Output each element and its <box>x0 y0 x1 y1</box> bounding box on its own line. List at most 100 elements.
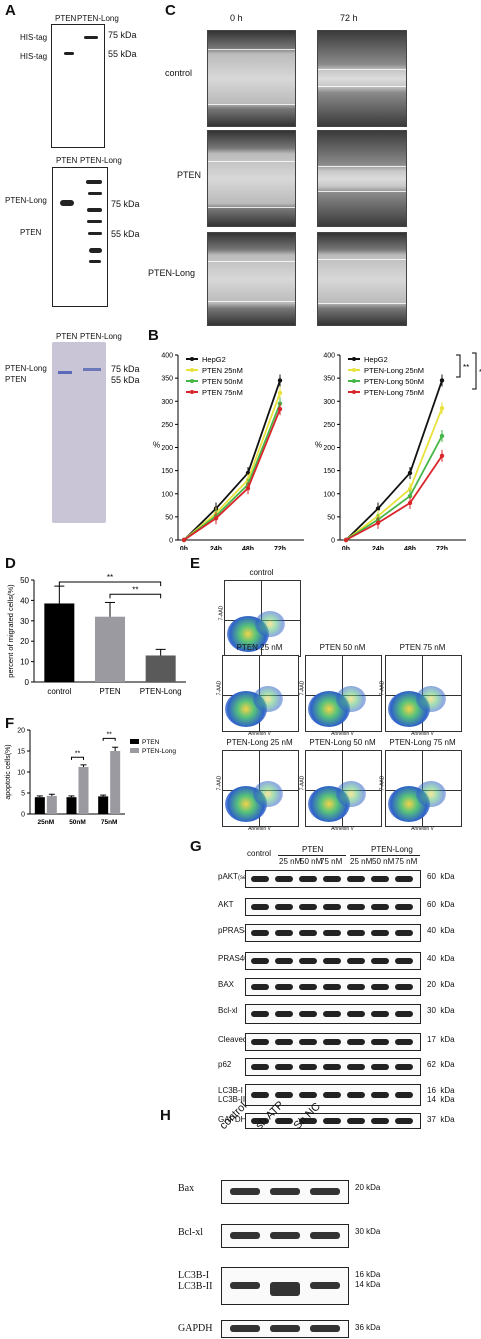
micrograph-control-0h <box>207 30 296 127</box>
y-tick-label: 250 <box>323 422 335 429</box>
gel-label-pten-long: PTEN-Long <box>5 364 47 373</box>
g-row-label: p62 <box>218 1060 232 1069</box>
data-point <box>181 537 187 543</box>
g-band <box>251 930 269 936</box>
series-line <box>345 380 443 541</box>
x-tick-label: PTEN <box>99 687 121 696</box>
panel-letter-g: G <box>190 838 202 855</box>
cell-population <box>255 611 285 637</box>
blot1-label-1: HIS-tag <box>20 33 48 42</box>
flow-xlabel: Annexin V <box>331 731 354 737</box>
h-band <box>310 1188 340 1195</box>
blot1-marker-75: 75 kDa <box>108 30 137 40</box>
cell-population <box>416 686 446 712</box>
y-tick-label: 300 <box>161 399 173 406</box>
y-tick-label: 100 <box>161 491 173 498</box>
blot2-marker-75: 75 kDa <box>111 199 140 209</box>
h-blot-row <box>221 1180 349 1204</box>
g-blot-row <box>245 1033 421 1051</box>
bar <box>46 795 57 814</box>
x-tick-label: 25nM <box>38 819 55 826</box>
sig-bracket <box>472 352 477 390</box>
h-band <box>230 1282 260 1289</box>
h-band <box>270 1232 300 1239</box>
h-row-label: Bcl-xl <box>178 1227 203 1238</box>
sig-label: ** <box>107 573 113 582</box>
panel-d-chart: 0 10 20 30 40 50 percent of migrated cells(%) c… <box>6 573 186 696</box>
g-blot-row <box>245 952 421 970</box>
bar <box>98 796 109 814</box>
g-band <box>275 1011 293 1017</box>
time-label-0h: 0 h <box>230 13 243 23</box>
x-tick-label: 50nM <box>69 819 86 826</box>
bar <box>110 751 121 814</box>
legend-marker <box>352 368 356 372</box>
flow-plot <box>385 655 462 732</box>
flow-xlabel: Annexin V <box>248 826 271 832</box>
h-band <box>230 1232 260 1239</box>
sig-bracket <box>71 756 84 760</box>
panel-letter-b: B <box>148 327 159 344</box>
blot2-lane-pten-long: PTEN-Long <box>80 156 122 165</box>
bar <box>66 797 77 814</box>
g-band <box>251 1039 269 1045</box>
flow-ylabel: 7-AAD <box>218 605 225 621</box>
y-tick-label: 5 <box>21 791 25 798</box>
g-band <box>395 984 413 990</box>
legend-label: PTEN-Long 25nM <box>364 366 424 375</box>
g-band <box>371 904 389 910</box>
h-band <box>270 1282 300 1296</box>
chart-b-left: 0 50 100 150 200 250 300 350 400 0h 24h 48h 72h% HepG… <box>153 353 304 550</box>
sig-label: ** <box>75 750 81 757</box>
h-blot-row <box>221 1224 349 1248</box>
g-band <box>299 876 317 882</box>
g-blot-row <box>245 978 421 996</box>
series-line <box>183 380 281 541</box>
pten-blot <box>52 167 108 307</box>
flow-plot <box>305 750 382 827</box>
legend-swatch <box>130 748 139 753</box>
row-label-pten: PTEN <box>177 170 202 180</box>
g-band <box>347 1092 365 1098</box>
g-kda-label: 37 kDa <box>427 1115 455 1124</box>
g-row-label: BAX <box>218 980 235 989</box>
y-tick-label: 50 <box>20 576 29 585</box>
g-kda-label: 20 kDa <box>427 980 455 989</box>
x-tick-label: 24h <box>210 546 222 550</box>
flow-plot-title: control <box>249 568 274 577</box>
g-band <box>395 1092 413 1098</box>
flow-plot <box>222 750 299 827</box>
g-band <box>323 984 341 990</box>
g-band <box>275 1064 293 1070</box>
flow-plot-title: PTEN-Long 75 nM <box>389 738 456 747</box>
g-band <box>371 1039 389 1045</box>
g-band <box>323 958 341 964</box>
g-band <box>395 904 413 910</box>
g-band <box>323 904 341 910</box>
h-band <box>310 1282 340 1289</box>
g-band <box>395 1039 413 1045</box>
h-row-label: LC3B-I LC3B-II <box>178 1270 213 1292</box>
y-tick-label: 300 <box>323 399 335 406</box>
g-band <box>371 984 389 990</box>
g-band <box>275 984 293 990</box>
g-band <box>251 904 269 910</box>
x-tick-label: 48h <box>242 546 254 550</box>
g-band <box>275 958 293 964</box>
y-tick-label: 150 <box>161 468 173 475</box>
flow-ylabel: 7-AAD <box>379 680 386 696</box>
g-blot-row <box>245 924 421 942</box>
g-band <box>275 1039 293 1045</box>
g-band <box>299 958 317 964</box>
y-tick-label: 10 <box>17 770 25 777</box>
g-kda-label: 16 kDa 14 kDa <box>427 1086 455 1104</box>
panel-b-charts: 0 50 100 150 200 250 300 350 400 0h 24h 48h 72h% HepG… <box>153 352 481 550</box>
h-kda-label: 36 kDa <box>355 1323 381 1332</box>
sig-bracket <box>58 581 162 587</box>
sig-bracket <box>109 593 162 599</box>
bar <box>145 655 176 682</box>
flow-ylabel: 7-AAD <box>216 775 223 791</box>
g-band <box>275 1092 293 1098</box>
x-tick-label: 48h <box>404 546 416 550</box>
his-tag-blot <box>51 24 105 148</box>
